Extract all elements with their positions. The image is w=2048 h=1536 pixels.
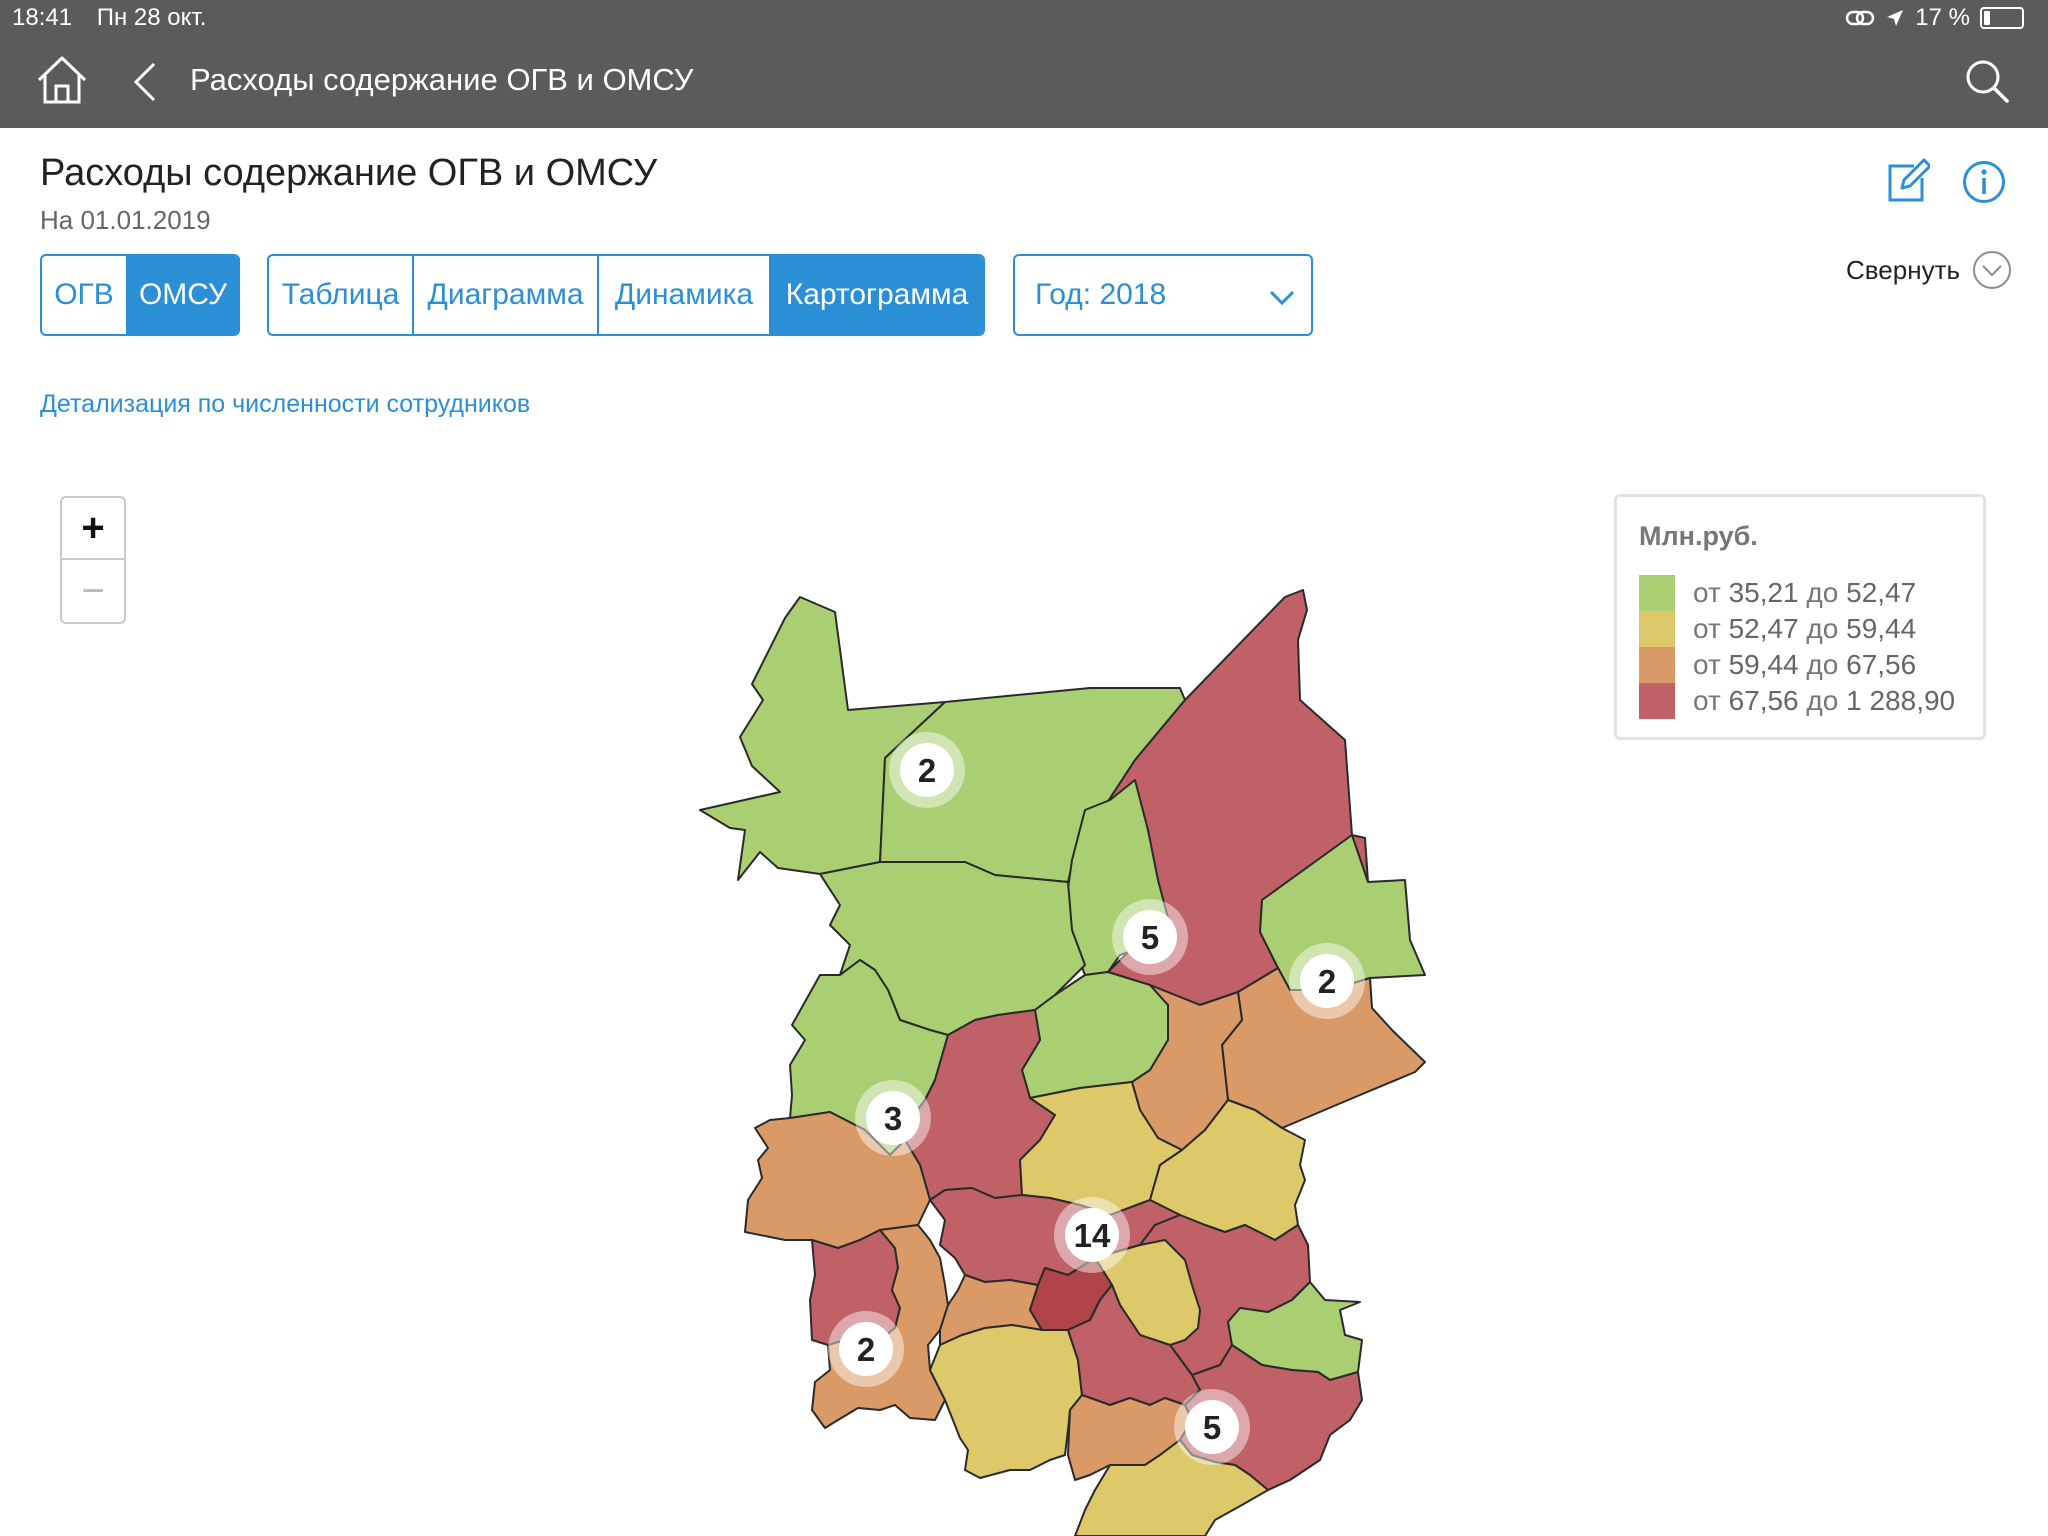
tab-dynamics[interactable]: Динамика — [599, 256, 771, 334]
legend-from-value: 67,56 — [1728, 685, 1799, 716]
legend-range: от 67,56 до 1 288,90 — [1693, 685, 1955, 717]
map-cluster[interactable]: 2 — [828, 1311, 904, 1387]
zoom-in-button[interactable]: + — [62, 498, 124, 560]
map-cluster[interactable]: 5 — [1112, 899, 1188, 975]
map-region[interactable] — [1179, 1344, 1363, 1491]
map-cluster-count: 2 — [857, 1331, 875, 1368]
legend-item: от 35,21 до 52,47 — [1639, 575, 1916, 611]
map-cluster-count: 5 — [1141, 919, 1159, 956]
map-region[interactable] — [1259, 834, 1426, 991]
edit-icon[interactable] — [1884, 158, 1930, 204]
legend-to-word: до — [1806, 649, 1839, 680]
map-cluster-count: 2 — [918, 752, 936, 789]
legend-to-value: 67,56 — [1846, 649, 1917, 680]
legend-from-word: от — [1693, 577, 1721, 608]
map-region[interactable] — [811, 1224, 949, 1429]
legend-from-value: 35,21 — [1728, 577, 1799, 608]
collapse-label: Свернуть — [1846, 254, 1961, 285]
legend-item: от 52,47 до 59,44 — [1639, 611, 1916, 647]
legend-to-word: до — [1806, 685, 1839, 716]
map-cluster[interactable]: 3 — [855, 1080, 931, 1156]
battery-percent: 17 % — [1915, 4, 1970, 31]
map-cluster[interactable]: 2 — [889, 732, 965, 808]
nav-title: Расходы содержание ОГВ и ОМСУ — [190, 62, 694, 97]
legend-range: от 35,21 до 52,47 — [1693, 577, 1916, 609]
legend-from-word: от — [1693, 649, 1721, 680]
home-icon[interactable] — [34, 52, 90, 108]
info-icon[interactable] — [1962, 160, 2006, 204]
year-select-value: Год: 2018 — [1035, 278, 1167, 311]
battery-icon — [1980, 7, 2024, 29]
tab-diagram[interactable]: Диаграмма — [414, 256, 599, 334]
legend-swatch — [1639, 683, 1675, 719]
legend-to-value: 59,44 — [1846, 613, 1917, 644]
report-date: На 01.01.2019 — [40, 205, 211, 235]
status-date: Пн 28 окт. — [96, 4, 207, 31]
legend-title: Млн.руб. — [1639, 521, 1758, 551]
legend-range: от 52,47 до 59,44 — [1693, 613, 1916, 645]
map-cluster-count: 14 — [1074, 1217, 1111, 1254]
year-select[interactable]: Год: 2018 — [1013, 254, 1313, 336]
map-legend: Млн.руб. от 35,21 до 52,47 от 52,47 до 5… — [1614, 494, 1986, 740]
map-cluster-count: 5 — [1203, 1409, 1221, 1446]
map-region[interactable] — [929, 1324, 1083, 1479]
chevron-down-icon — [1269, 290, 1295, 306]
collapse-chevron-icon — [1973, 251, 2012, 289]
legend-to-word: до — [1806, 613, 1839, 644]
map-cluster-count: 2 — [1318, 963, 1336, 1000]
map-cluster-count: 3 — [884, 1100, 902, 1137]
legend-from-word: от — [1693, 685, 1721, 716]
tab-ogv[interactable]: ОГВ — [42, 256, 128, 334]
legend-to-value: 52,47 — [1846, 577, 1917, 608]
location-arrow-icon — [1887, 10, 1904, 26]
page-title: Расходы содержание ОГВ и ОМСУ — [40, 152, 658, 194]
legend-to-value: 1 288,90 — [1846, 685, 1956, 716]
map-cluster[interactable]: 2 — [1289, 943, 1365, 1019]
map-cluster[interactable]: 5 — [1174, 1389, 1250, 1465]
legend-swatch — [1639, 611, 1675, 647]
legend-item: от 59,44 до 67,56 — [1639, 647, 1916, 683]
status-time: 18:41 — [12, 4, 73, 31]
legend-from-word: от — [1693, 613, 1721, 644]
tab-table[interactable]: Таблица — [269, 256, 414, 334]
legend-item: от 67,56 до 1 288,90 — [1639, 683, 1955, 719]
legend-swatch — [1639, 575, 1675, 611]
level-tabs: ОГВ ОМСУ — [40, 254, 240, 336]
view-tabs: Таблица Диаграмма Динамика Картограмма — [267, 254, 985, 336]
top-bar: 18:41 Пн 28 окт. 17 % Расходы содержание… — [0, 0, 2048, 128]
status-bar-right: 17 % — [1845, 4, 2024, 32]
link-icon — [1846, 10, 1875, 26]
legend-range: от 59,44 до 67,56 — [1693, 649, 1916, 681]
battery-fill — [1984, 11, 1990, 25]
tab-omsu[interactable]: ОМСУ — [128, 256, 238, 334]
map-region[interactable] — [1074, 1439, 1269, 1536]
search-icon[interactable] — [1964, 58, 2010, 104]
legend-from-value: 59,44 — [1728, 649, 1799, 680]
back-chevron-icon[interactable] — [130, 60, 160, 104]
collapse-toggle[interactable]: Свернуть — [1846, 250, 2012, 290]
detail-by-staff-link[interactable]: Детализация по численности сотрудников — [40, 390, 531, 418]
zoom-out-button[interactable]: − — [81, 568, 105, 613]
legend-swatch — [1639, 647, 1675, 683]
tab-cartogram[interactable]: Картограмма — [771, 256, 983, 334]
legend-to-word: до — [1806, 577, 1839, 608]
map-zoom-control: + − — [60, 496, 126, 624]
legend-from-value: 52,47 — [1728, 613, 1799, 644]
map-cluster[interactable]: 14 — [1054, 1197, 1130, 1273]
status-bar-left: 18:41 Пн 28 окт. — [12, 4, 224, 32]
